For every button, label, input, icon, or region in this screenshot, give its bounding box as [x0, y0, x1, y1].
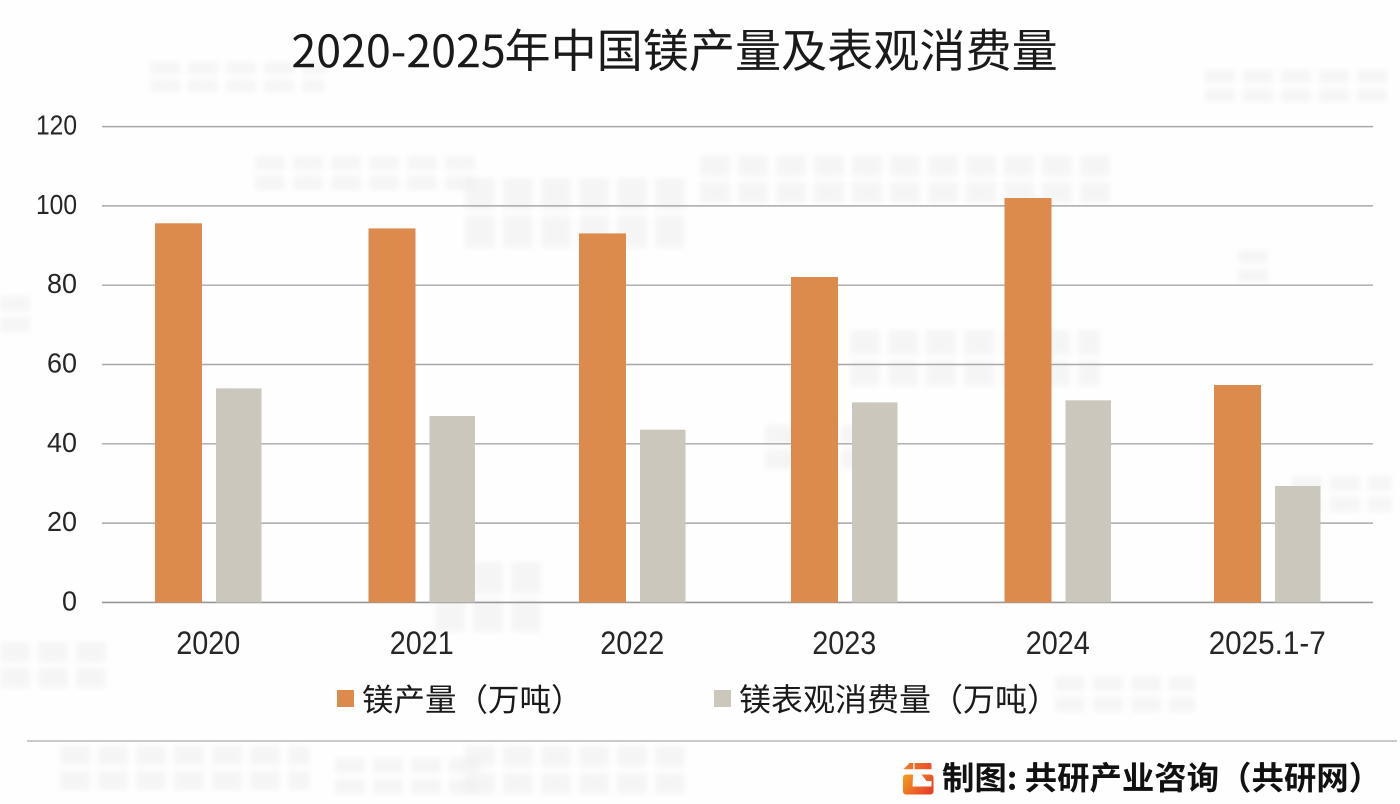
svg-text:100: 100: [36, 189, 77, 220]
svg-text:2025.1-7: 2025.1-7: [1209, 625, 1326, 661]
svg-text:20: 20: [47, 506, 77, 537]
svg-text:2020: 2020: [176, 625, 240, 661]
svg-text:40: 40: [47, 427, 77, 458]
svg-text:60: 60: [47, 348, 77, 379]
svg-text:2021: 2021: [390, 625, 454, 661]
svg-text:2024: 2024: [1026, 625, 1090, 661]
svg-text:2022: 2022: [600, 625, 664, 661]
svg-text:0: 0: [62, 585, 77, 616]
svg-text:80: 80: [47, 268, 77, 299]
svg-text:2023: 2023: [812, 625, 876, 661]
svg-text:120: 120: [36, 110, 77, 141]
